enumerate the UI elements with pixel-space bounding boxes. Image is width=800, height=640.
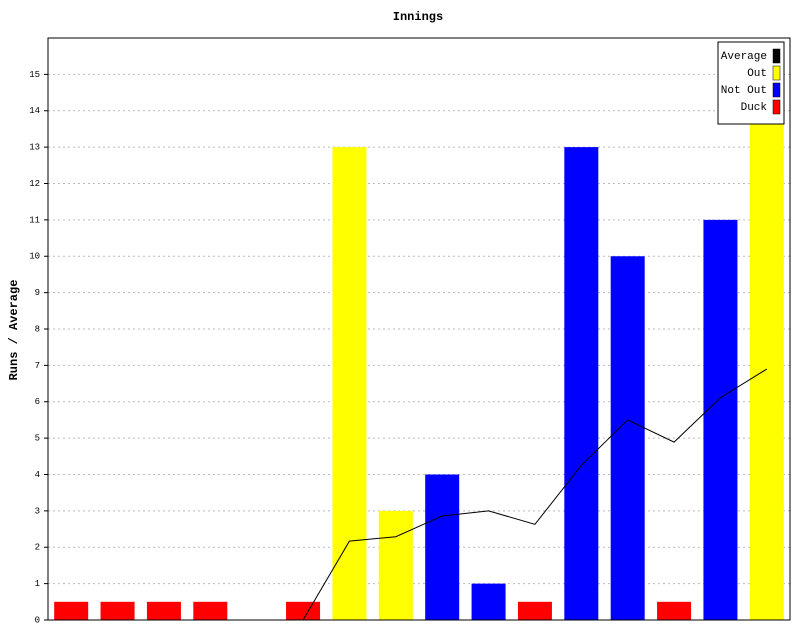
bar [610, 256, 645, 620]
legend-label: Out [747, 68, 767, 80]
average-line [302, 368, 768, 621]
y-tick-label: 11 [29, 215, 40, 225]
legend-label: Duck [741, 102, 768, 114]
y-tick-label: 10 [29, 252, 40, 262]
bar [286, 601, 321, 620]
y-tick-label: 14 [29, 106, 40, 116]
bar [749, 110, 784, 620]
bar [146, 601, 181, 620]
y-tick-label: 9 [35, 288, 40, 298]
y-tick-label: 12 [29, 179, 40, 189]
bar [425, 474, 460, 620]
bar [193, 601, 228, 620]
legend-swatch [772, 99, 781, 115]
y-axis-label: Runs / Average [7, 280, 21, 381]
y-tick-label: 13 [29, 143, 40, 153]
legend-label: Average [721, 51, 767, 63]
legend-swatch [772, 65, 781, 81]
legend-swatch [772, 48, 781, 64]
bar [564, 147, 599, 620]
bars [54, 110, 784, 620]
y-tick-label: 0 [35, 615, 40, 625]
bar [471, 583, 506, 620]
bar [703, 219, 738, 620]
legend-swatch [772, 82, 781, 98]
legend: Average Out Not Out Duck [717, 41, 785, 125]
y-tick-label: 3 [35, 506, 40, 516]
y-tick-label: 6 [35, 397, 40, 407]
y-tick-label: 4 [35, 470, 40, 480]
y-tick-label: 1 [35, 579, 40, 589]
bar [378, 510, 413, 620]
y-tick-label: 2 [35, 543, 40, 553]
lines [302, 368, 768, 621]
y-tick-label: 5 [35, 434, 40, 444]
y-tick-label: 8 [35, 324, 40, 334]
chart-title: Innings [393, 10, 443, 24]
legend-label: Not Out [721, 85, 767, 97]
plot-frame [47, 37, 791, 621]
y-tick-label: 7 [35, 361, 40, 371]
bar [100, 601, 135, 620]
y-tick-label: 15 [29, 70, 40, 80]
bar [657, 601, 692, 620]
bar [332, 147, 367, 620]
bar [54, 601, 89, 620]
bar [517, 601, 552, 620]
